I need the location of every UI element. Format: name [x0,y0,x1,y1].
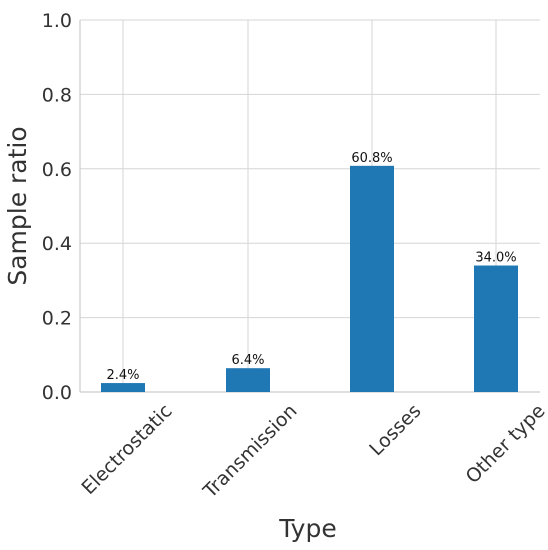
bar-transmission [226,368,270,392]
x-tick-labels: Electrostatic Transmission Losses Other typ… [77,400,548,503]
x-tick-label: Other type [462,400,548,488]
axes [79,20,540,393]
x-tick-label: Losses [365,400,425,460]
y-tick-label: 1.0 [42,10,72,32]
bar-losses [350,165,394,392]
bar-value-label: 60.8% [351,151,392,166]
y-tick-label: 0.0 [42,382,72,404]
x-tick-label: Transmission [198,400,301,503]
bar-value-label: 6.4% [231,353,264,368]
y-tick-label: 0.8 [42,84,72,106]
y-tick-labels: 0.0 0.2 0.4 0.6 0.8 1.0 [42,10,72,404]
y-axis-label: Sample ratio [3,126,32,285]
bar-value-label: 34.0% [475,251,516,266]
y-tick-label: 0.4 [42,233,72,255]
y-tick-label: 0.6 [42,159,72,181]
bar-other-type [474,265,518,392]
data-labels: 2.4% 6.4% 60.8% 34.0% [106,151,516,383]
x-tick-label: Electrostatic [77,400,176,499]
grid-lines [80,19,540,393]
bars [101,165,518,392]
bar-value-label: 2.4% [106,368,139,383]
x-axis-label: Type [278,514,336,543]
y-tick-label: 0.2 [42,308,72,330]
bar-electrostatic [101,383,145,392]
